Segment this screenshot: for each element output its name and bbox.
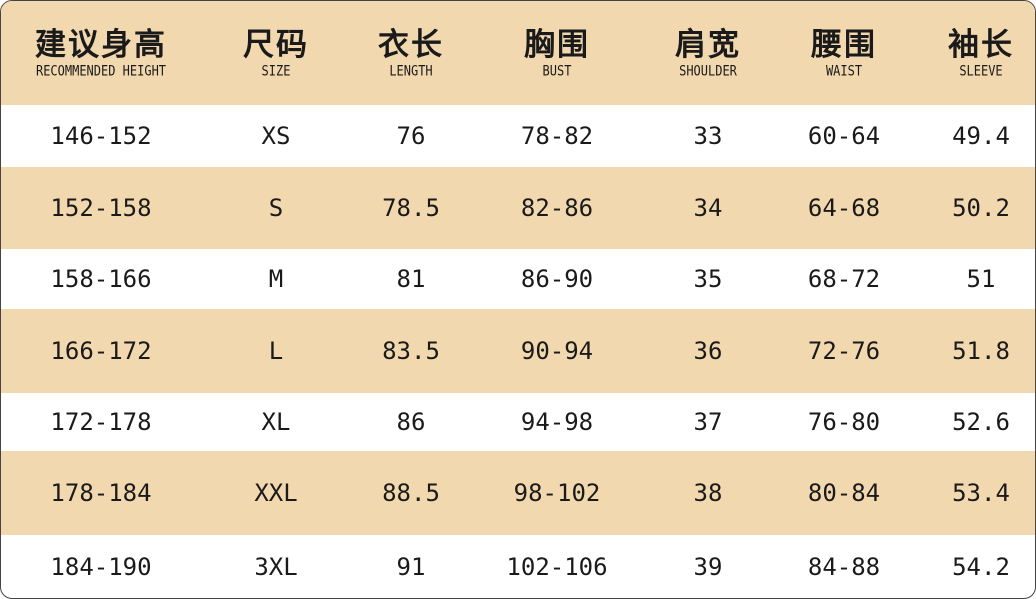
table-row: 178-184 XXL 88.5 98-102 38 80-84 53.4 [1, 451, 1035, 535]
cell-shoulder: 36 [693, 337, 723, 365]
cell-sleeve: 51.8 [952, 337, 1010, 365]
cell-shoulder: 34 [693, 194, 723, 222]
header-shoulder: 肩宽 SHOULDER [675, 1, 741, 105]
cell-sleeve: 52.6 [952, 408, 1010, 436]
header-label-zh: 袖长 [948, 27, 1014, 63]
cell-shoulder: 35 [693, 265, 723, 293]
cell-size: XXL [254, 479, 298, 507]
cell-sleeve: 49.4 [952, 122, 1010, 150]
cell-height: 152-158 [50, 194, 152, 222]
header-bust: 胸围 BUST [524, 1, 590, 105]
cell-height: 184-190 [50, 553, 152, 581]
cell-height: 158-166 [50, 265, 152, 293]
table-row: 184-190 3XL 91 102-106 39 84-88 54.2 [1, 535, 1035, 598]
header-label-zh: 肩宽 [675, 27, 741, 63]
cell-waist: 80-84 [807, 479, 881, 507]
cell-size: XL [261, 408, 291, 436]
cell-bust: 94-98 [520, 408, 594, 436]
cell-length: 91 [396, 553, 426, 581]
cell-height: 178-184 [50, 479, 152, 507]
header-sleeve: 袖长 SLEEVE [948, 1, 1014, 105]
cell-length: 86 [396, 408, 426, 436]
header-label-en: RECOMMENDED HEIGHT [35, 62, 167, 80]
cell-bust: 82-86 [520, 194, 594, 222]
cell-waist: 64-68 [807, 194, 881, 222]
cell-length: 88.5 [382, 479, 440, 507]
cell-size: L [268, 337, 284, 365]
header-length: 衣长 LENGTH [378, 1, 444, 105]
cell-size: 3XL [254, 553, 298, 581]
table-row: 152-158 S 78.5 82-86 34 64-68 50.2 [1, 167, 1035, 249]
cell-waist: 76-80 [807, 408, 881, 436]
cell-bust: 90-94 [520, 337, 594, 365]
header-waist: 腰围 WAIST [811, 1, 877, 105]
cell-waist: 84-88 [807, 553, 881, 581]
cell-length: 81 [396, 265, 426, 293]
cell-bust: 86-90 [520, 265, 594, 293]
cell-size: XS [261, 122, 291, 150]
cell-length: 83.5 [382, 337, 440, 365]
header-label-zh: 衣长 [378, 27, 444, 63]
header-label-zh: 建议身高 [35, 27, 167, 63]
cell-bust: 102-106 [506, 553, 608, 581]
cell-shoulder: 33 [693, 122, 723, 150]
header-size: 尺码 SIZE [243, 1, 309, 105]
cell-height: 166-172 [50, 337, 152, 365]
cell-bust: 98-102 [513, 479, 601, 507]
table-row: 146-152 XS 76 78-82 33 60-64 49.4 [1, 105, 1035, 167]
table-row: 172-178 XL 86 94-98 37 76-80 52.6 [1, 393, 1035, 451]
cell-shoulder: 39 [693, 553, 723, 581]
header-label-en: LENGTH [389, 62, 433, 80]
table-row: 158-166 M 81 86-90 35 68-72 51 [1, 249, 1035, 309]
header-label-en: SLEEVE [959, 62, 1003, 80]
header-label-en: SHOULDER [679, 62, 737, 80]
header-label-en: SIZE [261, 62, 291, 80]
cell-waist: 60-64 [807, 122, 881, 150]
cell-length: 78.5 [382, 194, 440, 222]
table-row: 166-172 L 83.5 90-94 36 72-76 51.8 [1, 309, 1035, 393]
header-label-zh: 尺码 [243, 27, 309, 63]
cell-sleeve: 50.2 [952, 194, 1010, 222]
cell-shoulder: 37 [693, 408, 723, 436]
header-label-en: BUST [542, 62, 572, 80]
cell-height: 172-178 [50, 408, 152, 436]
header-label-zh: 胸围 [524, 27, 590, 63]
header-label-zh: 腰围 [811, 27, 877, 63]
header-label-en: WAIST [825, 62, 863, 80]
cell-size: S [268, 194, 284, 222]
cell-bust: 78-82 [520, 122, 594, 150]
header-height: 建议身高 RECOMMENDED HEIGHT [35, 1, 167, 105]
cell-sleeve: 54.2 [952, 553, 1010, 581]
cell-waist: 68-72 [807, 265, 881, 293]
cell-waist: 72-76 [807, 337, 881, 365]
cell-length: 76 [396, 122, 426, 150]
cell-sleeve: 53.4 [952, 479, 1010, 507]
cell-shoulder: 38 [693, 479, 723, 507]
cell-sleeve: 51 [966, 265, 996, 293]
cell-height: 146-152 [50, 122, 152, 150]
header-row: 建议身高 RECOMMENDED HEIGHT 尺码 SIZE 衣长 LENGTH 胸围 BU… [1, 1, 1035, 105]
cell-size: M [268, 265, 284, 293]
